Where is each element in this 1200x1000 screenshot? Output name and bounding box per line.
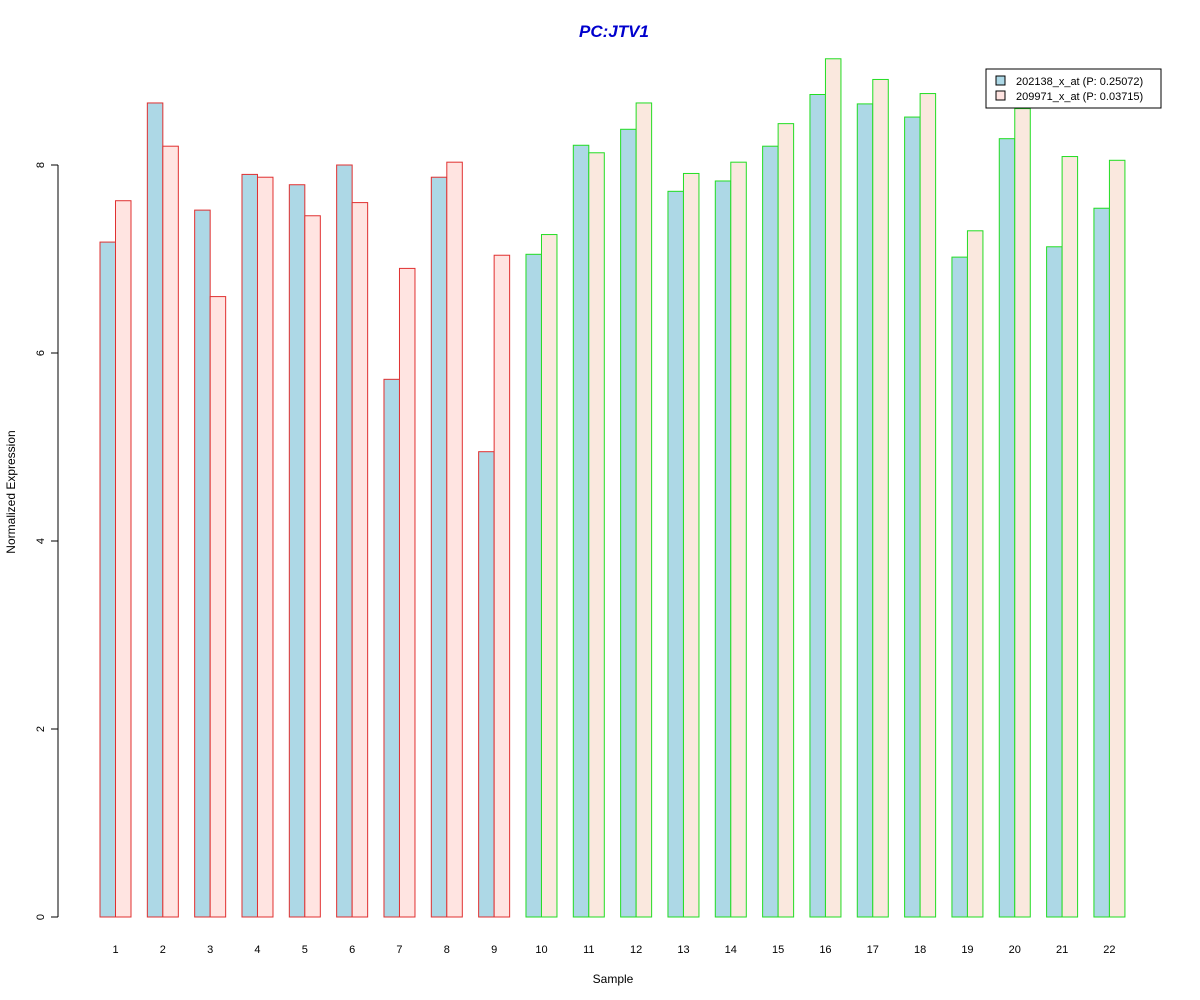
legend-swatch-2 [995,90,1006,101]
bar-sample-3-series-1 [194,209,211,918]
bar-sample-10-series-1 [525,253,542,918]
legend-box [985,68,1162,109]
bar-sample-1-series-2 [115,200,132,918]
bar-sample-13-series-2 [682,172,700,918]
bar-sample-15-series-1 [762,145,779,918]
x-tick-label: 5 [302,944,308,956]
bar-sample-4-series-2 [256,176,274,918]
x-tick-labels: 1 2 3 4 5 6 7 8 9 10 11 12 13 14 15 16 17 18 19 20 21 22 [112,944,1115,956]
y-axis: 0 2 4 6 8 [35,162,59,920]
x-tick-label: 4 [254,944,260,956]
y-tick-label: 2 [35,726,47,732]
bar-sample-11-series-1 [572,144,590,918]
x-tick-label: 9 [491,944,497,956]
bar-sample-8-series-1 [430,176,448,918]
x-tick-label: 2 [160,944,166,956]
bar-sample-9-series-2 [493,254,511,918]
bar-sample-22-series-1 [1093,207,1110,918]
bar-sample-21-series-2 [1061,156,1079,918]
bar-sample-6-series-2 [351,202,369,918]
x-axis-label: Sample [593,972,634,986]
x-tick-label: 17 [867,944,879,956]
bar-sample-18-series-1 [904,116,921,918]
bar-sample-16-series-1 [809,94,826,918]
legend: 202138_x_at (P: 0.25072) 209971_x_at (P:… [985,68,1162,109]
bars-group [99,58,1126,918]
bar-sample-14-series-1 [714,180,732,918]
x-tick-label: 18 [914,944,926,956]
bar-sample-3-series-2 [209,296,227,918]
bar-sample-7-series-2 [398,267,416,918]
x-tick-label: 8 [444,944,450,956]
x-tick-label: 13 [677,944,689,956]
bar-sample-12-series-2 [635,102,653,918]
bar-sample-2-series-2 [162,145,179,918]
bar-sample-17-series-2 [872,78,889,918]
bar-sample-16-series-2 [824,58,842,918]
bar-sample-17-series-1 [856,103,874,918]
y-tick-label: 4 [35,538,47,544]
x-tick-label: 10 [535,944,547,956]
x-tick-label: 20 [1009,944,1021,956]
bar-sample-7-series-1 [383,378,400,918]
bar-sample-19-series-1 [951,256,968,918]
bar-sample-5-series-2 [304,215,321,918]
bar-sample-18-series-2 [919,93,937,918]
x-tick-label: 19 [961,944,973,956]
bar-sample-11-series-2 [588,152,605,918]
legend-label-2: 209971_x_at (P: 0.03715) [1016,91,1143,103]
x-tick-label: 1 [112,944,118,956]
x-tick-label: 6 [349,944,355,956]
y-axis-label: Normalized Expression [4,430,18,553]
y-tick-label: 0 [35,914,47,920]
bar-sample-20-series-1 [998,138,1016,918]
bar-sample-8-series-2 [446,161,463,918]
x-tick-label: 7 [396,944,402,956]
bar-sample-1-series-1 [99,241,116,918]
x-tick-label: 16 [819,944,831,956]
bar-sample-6-series-1 [336,164,353,918]
x-tick-label: 21 [1056,944,1068,956]
bar-sample-4-series-1 [241,173,258,918]
y-tick-label: 6 [35,350,47,356]
legend-label-1: 202138_x_at (P: 0.25072) [1016,76,1143,88]
bar-sample-2-series-1 [146,102,164,918]
bar-sample-14-series-2 [730,161,747,918]
x-tick-label: 12 [630,944,642,956]
x-tick-label: 3 [207,944,213,956]
bar-sample-15-series-2 [777,123,795,918]
bar-sample-21-series-1 [1046,246,1063,918]
x-tick-label: 15 [772,944,784,956]
chart-title: PC:JTV1 [579,22,649,41]
x-tick-label: 11 [583,944,594,956]
bar-sample-9-series-1 [478,451,495,918]
bar-sample-20-series-2 [1014,108,1031,918]
x-tick-label: 22 [1103,944,1115,956]
bar-sample-13-series-1 [667,190,684,918]
bar-sample-10-series-2 [540,234,558,918]
bar-sample-12-series-1 [620,128,637,918]
legend-swatch-1 [995,75,1006,86]
bar-sample-19-series-2 [966,230,984,918]
bar-sample-22-series-2 [1108,159,1126,918]
bar-sample-5-series-1 [288,184,306,918]
x-tick-label: 14 [725,944,737,956]
y-tick-label: 8 [35,162,47,168]
